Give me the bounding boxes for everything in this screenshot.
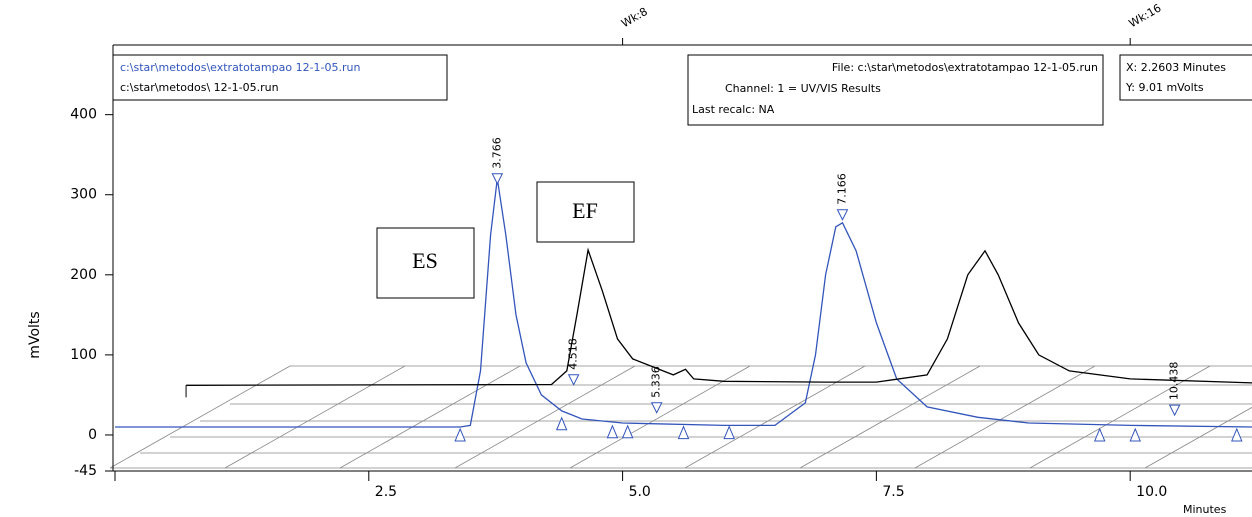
- legend-entry: c:\star\metodos\extratotampao 12-1-05.ru…: [120, 61, 360, 74]
- legend-box: [112, 54, 448, 101]
- annotation: ES: [412, 248, 438, 273]
- cursor-y: Y: 9.01 mVolts: [1125, 81, 1204, 94]
- y-tick-label: 400: [70, 107, 97, 123]
- annotation: EF: [572, 198, 598, 223]
- info-channel: Channel: 1 = UV/VIS Results: [725, 82, 881, 95]
- series-line: [186, 247, 1252, 386]
- baseline-marker: [1129, 427, 1141, 442]
- floor-diagonal: [1144, 406, 1252, 469]
- peak-marker: [567, 374, 580, 386]
- baseline-marker: [454, 427, 466, 442]
- perspective-grid: [109, 365, 1252, 469]
- x-axis-label: Minutes: [1183, 503, 1227, 516]
- floor-diagonal: [109, 365, 291, 469]
- info-recalc: Last recalc: NA: [692, 103, 775, 116]
- baseline-marker: [723, 425, 735, 440]
- legend-entry: c:\star\metodos\ 12-1-05.run: [120, 81, 279, 94]
- floor-diagonal: [684, 365, 866, 469]
- y-tick-label: 300: [70, 187, 97, 203]
- floor-diagonal: [914, 365, 1096, 469]
- x-tick-label: 7.5: [882, 484, 904, 500]
- baseline-marker: [1093, 427, 1106, 442]
- baseline-marker: [621, 424, 634, 439]
- plot: 3.766 4.518 5.336 7.166 10.438: [115, 137, 1252, 442]
- y-tick-label: -45: [74, 463, 97, 479]
- floor-diagonal: [799, 365, 981, 469]
- annotation-box: [536, 181, 635, 243]
- top-tick-label: Wk:16: [1127, 1, 1164, 30]
- peak-label: 4.518: [567, 338, 580, 370]
- y-tick-label: 200: [70, 267, 97, 283]
- floor-diagonal: [454, 365, 636, 469]
- annotation-box: [376, 227, 475, 299]
- baseline-marker: [1231, 427, 1243, 442]
- series-line: [115, 178, 1252, 428]
- peak-marker: [836, 209, 849, 221]
- info-file: File: c:\star\metodos\extratotampao 12-1…: [832, 61, 1098, 74]
- peak-marker: [1168, 404, 1181, 417]
- x-tick-label: 5.0: [629, 484, 651, 500]
- floor-diagonal: [569, 365, 751, 469]
- floor-diagonal: [339, 365, 521, 469]
- peak-label: 7.166: [835, 173, 848, 205]
- baseline-marker: [606, 424, 619, 439]
- cursor-x: X: 2.2603 Minutes: [1126, 61, 1226, 74]
- y-axis-label: mVolts: [27, 311, 43, 358]
- peak-marker: [491, 173, 504, 185]
- x-tick-label: 10.0: [1136, 484, 1167, 500]
- y-tick-label: 0: [88, 427, 97, 443]
- peak-marker: [650, 402, 663, 414]
- cursor-box: [1119, 54, 1252, 101]
- top-tick-label: Wk:8: [619, 5, 650, 30]
- y-tick-label: 100: [70, 347, 97, 363]
- floor-diagonal: [224, 365, 406, 469]
- x-tick-label: 2.5: [375, 484, 397, 500]
- baseline-marker: [555, 416, 568, 431]
- peak-label: 5.336: [650, 366, 663, 398]
- info-box: [687, 54, 1104, 126]
- baseline-marker: [677, 425, 690, 440]
- peak-label: 3.766: [490, 137, 503, 169]
- peak-label: 10.438: [1168, 362, 1181, 401]
- floor-diagonal: [1029, 365, 1211, 469]
